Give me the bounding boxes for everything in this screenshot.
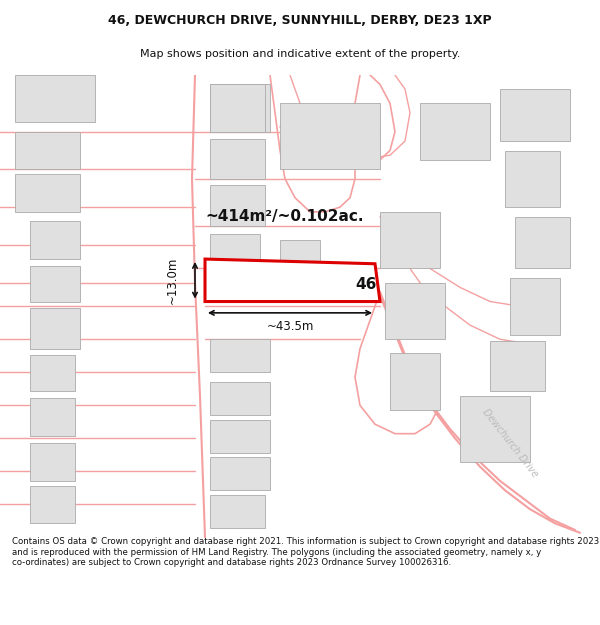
Polygon shape [30,398,75,436]
Polygon shape [210,84,270,132]
Polygon shape [210,186,265,226]
Polygon shape [210,458,270,490]
Polygon shape [30,308,80,349]
Polygon shape [30,443,75,481]
Polygon shape [280,240,320,269]
Polygon shape [210,495,265,528]
Polygon shape [30,266,80,301]
Text: Contains OS data © Crown copyright and database right 2021. This information is : Contains OS data © Crown copyright and d… [12,538,599,568]
Polygon shape [515,217,570,269]
Polygon shape [505,151,560,207]
Polygon shape [420,103,490,160]
Polygon shape [30,356,75,391]
Polygon shape [390,354,440,410]
Polygon shape [205,259,380,301]
Text: Dewchurch Drive: Dewchurch Drive [480,407,540,479]
Text: 46: 46 [355,277,376,292]
Polygon shape [15,174,80,212]
Polygon shape [210,339,270,372]
Polygon shape [385,282,445,339]
Polygon shape [210,382,270,415]
Text: ~13.0m: ~13.0m [166,257,179,304]
Text: ~414m²/~0.102ac.: ~414m²/~0.102ac. [205,209,364,224]
Polygon shape [30,486,75,523]
Polygon shape [15,132,80,169]
Text: ~43.5m: ~43.5m [266,319,314,332]
Text: 46, DEWCHURCH DRIVE, SUNNYHILL, DERBY, DE23 1XP: 46, DEWCHURCH DRIVE, SUNNYHILL, DERBY, D… [108,14,492,28]
Polygon shape [490,341,545,391]
Polygon shape [210,419,270,452]
Polygon shape [30,221,80,259]
Text: Map shows position and indicative extent of the property.: Map shows position and indicative extent… [140,49,460,59]
Polygon shape [15,75,95,122]
Polygon shape [210,234,260,264]
Polygon shape [380,212,440,269]
Polygon shape [210,84,265,132]
Polygon shape [210,139,265,179]
Polygon shape [500,89,570,141]
Polygon shape [280,103,380,169]
Polygon shape [510,278,560,334]
Polygon shape [460,396,530,462]
